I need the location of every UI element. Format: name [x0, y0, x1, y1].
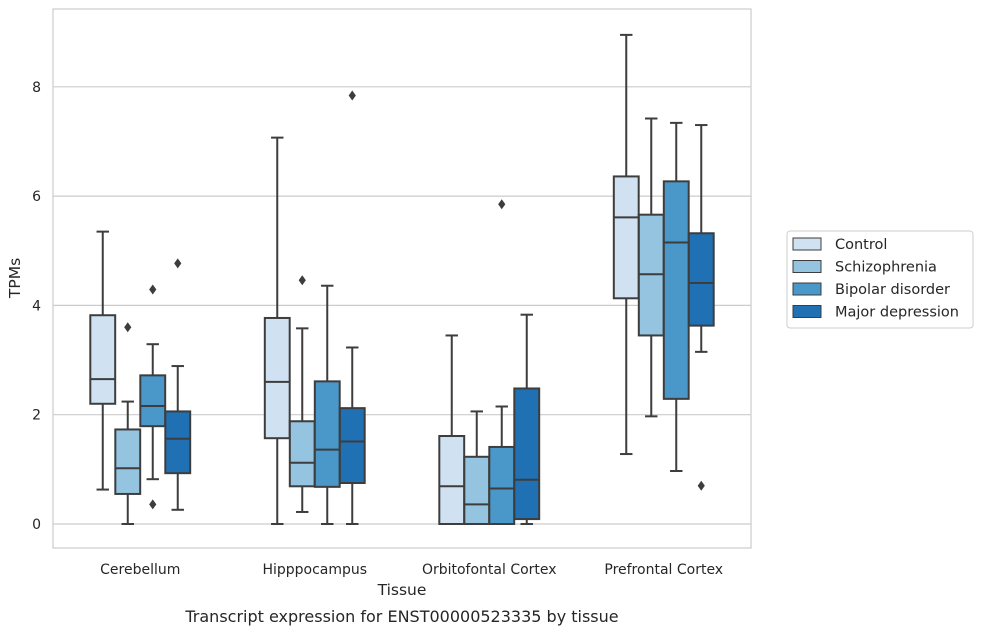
- box-body: [687, 232, 715, 327]
- outlier-point: [697, 480, 705, 491]
- x-tick-label: Cerebellum: [100, 562, 180, 578]
- box-body: [164, 410, 192, 475]
- box-body: [139, 374, 167, 428]
- x-tick-labels: Cerebellum Hipppocampus Orbitofontal Corte…: [100, 562, 723, 578]
- legend-swatch: [792, 282, 822, 296]
- box-body: [89, 314, 117, 405]
- box-schizophrenia: [463, 410, 491, 525]
- box-bipolar-disorder: [139, 284, 167, 510]
- box-major-depression: [513, 313, 541, 525]
- y-tick-labels: 0 2 4 6 8: [32, 80, 41, 533]
- y-axis-title: TPMs: [6, 258, 24, 299]
- box-major-depression: [164, 258, 192, 511]
- chart-caption: Transcript expression for ENST0000052333…: [184, 607, 618, 626]
- outlier-point: [498, 199, 506, 210]
- x-tick-label: Hipppocampus: [262, 562, 367, 578]
- box-body: [288, 420, 316, 488]
- legend: Control Schizophrenia Bipolar disorder Majo…: [786, 230, 974, 329]
- box-body: [263, 316, 291, 440]
- box-control: [438, 334, 466, 525]
- box-major-depression: [687, 124, 715, 491]
- plot-frame: [52, 8, 752, 549]
- box-body: [612, 175, 640, 300]
- y-tick-label: 4: [32, 298, 41, 314]
- box-body: [488, 445, 516, 526]
- box-bipolar-disorder: [313, 284, 341, 525]
- x-tick-label: Orbitofontal Cortex: [422, 562, 557, 578]
- box-bipolar-disorder: [488, 199, 516, 526]
- x-tick-label: Prefrontal Cortex: [604, 562, 723, 578]
- legend-label: Major depression: [835, 305, 959, 321]
- legend-label: Bipolar disorder: [835, 282, 950, 298]
- outlier-point: [149, 284, 157, 295]
- legend-items: Control Schizophrenia Bipolar disorder Majo…: [792, 237, 959, 321]
- outlier-point: [298, 275, 306, 286]
- y-tick-label: 2: [32, 408, 41, 424]
- box-bipolar-disorder: [662, 121, 690, 472]
- boxes: [89, 33, 715, 526]
- legend-label: Schizophrenia: [835, 260, 937, 276]
- outlier-point: [124, 322, 132, 333]
- outlier-point: [149, 499, 157, 510]
- box-body: [114, 428, 142, 495]
- box-schizophrenia: [114, 322, 142, 525]
- outlier-point: [348, 90, 356, 101]
- box-control: [263, 136, 291, 525]
- outlier-point: [174, 258, 182, 269]
- y-tick-label: 6: [32, 189, 41, 205]
- box-body: [438, 435, 466, 525]
- box-body: [338, 407, 366, 485]
- box-body: [513, 387, 541, 521]
- box-control: [612, 33, 640, 456]
- legend-swatch: [792, 305, 822, 318]
- box-body: [313, 380, 341, 488]
- box-body: [463, 455, 491, 525]
- y-tick-label: 8: [32, 80, 41, 96]
- legend-swatch: [792, 237, 822, 251]
- box-major-depression: [338, 90, 366, 525]
- legend-label: Control: [835, 237, 887, 253]
- box-control: [89, 230, 117, 491]
- x-axis-title: Tissue: [377, 581, 427, 599]
- box-body: [662, 180, 690, 400]
- legend-frame: [786, 230, 974, 329]
- legend-swatch: [792, 260, 822, 273]
- y-tick-label: 0: [32, 517, 41, 533]
